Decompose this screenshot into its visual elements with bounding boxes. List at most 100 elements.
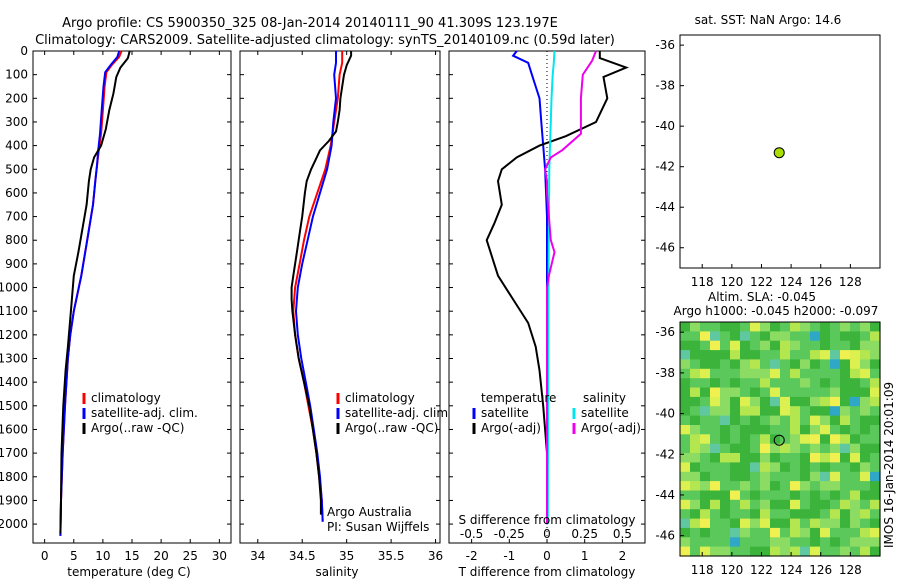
sla-heat-cell (720, 322, 731, 332)
sla-heat-cell (870, 462, 881, 473)
sla-heat-cell (860, 359, 871, 370)
sla-heat-cell (680, 378, 691, 389)
s-difference-xlabel: S difference from climatology (459, 513, 636, 527)
sla-heat-cell (830, 499, 841, 510)
sst-y-tick-label: -46 (655, 241, 675, 255)
sla-heat-cell (780, 537, 791, 548)
sst-x-tick-label: 128 (839, 275, 862, 289)
sla-heat-cell (850, 322, 861, 332)
temperature-x-tick-label: 10 (95, 549, 110, 563)
diff-legend-sal-header: salinity (583, 391, 626, 405)
sst-title: sat. SST: NaN Argo: 14.6 (695, 13, 842, 27)
sla-heat-cell (680, 434, 691, 445)
sla-heat-cell (860, 518, 871, 529)
sla-heat-cell (710, 434, 721, 445)
sla-heat-cell (740, 359, 751, 370)
sla-heat-cell (760, 359, 771, 370)
sla-heat-cell (870, 378, 881, 389)
s-difference-tick-label: -0.25 (494, 527, 525, 541)
sla-heat-cell (800, 350, 811, 361)
sla-heat-cell (800, 359, 811, 370)
sla-heat-cell (830, 527, 841, 538)
sla-heat-cell (820, 350, 831, 361)
sla-heat-cell (740, 387, 751, 398)
sla-location-marker (773, 434, 785, 446)
sla-x-tick-label: 124 (780, 563, 803, 577)
sla-heat-cell (700, 434, 711, 445)
sla-heat-cell (730, 453, 741, 463)
sla-heat-cell (680, 359, 691, 370)
sla-heat-cell (730, 368, 741, 379)
sla-heat-cell (770, 425, 781, 435)
sla-heat-cell (820, 387, 831, 398)
sla-heat-cell (800, 490, 811, 501)
sla-heat-cell (780, 481, 791, 492)
sla-heat-cell (690, 350, 701, 361)
sla-heat-cell (690, 368, 701, 379)
sla-heat-cell (800, 406, 811, 417)
sla-heat-cell (830, 537, 841, 548)
sla-heat-cell (850, 340, 861, 351)
sla-heat-cell (780, 453, 791, 463)
sla-heat-cell (820, 434, 831, 445)
sla-heat-cell (870, 453, 881, 463)
sst-x-tick-label: 124 (780, 275, 803, 289)
sla-heat-cell (840, 425, 851, 435)
sla-heat-cell (790, 378, 801, 389)
sla-heat-cell (840, 518, 851, 529)
difference-x-tick-label: 0 (543, 549, 551, 563)
sla-heat-cell (730, 396, 741, 407)
sla-heat-cell (750, 425, 761, 435)
sla-heat-cell (690, 471, 701, 482)
sla-heat-cell (840, 471, 851, 482)
sla-heat-cell (750, 368, 761, 379)
sla-heat-cell (850, 443, 861, 454)
sla-heat-cell (810, 443, 821, 454)
sla-heat-cell (730, 537, 741, 548)
sla-heat-cell (720, 359, 731, 370)
sla-heat-cell (720, 462, 731, 473)
sla-heat-cell (810, 396, 821, 407)
sla-heat-cell (700, 462, 711, 473)
sla-heat-cell (800, 471, 811, 482)
sla-heat-cell (690, 490, 701, 501)
diff-legend-temp-header: temperature (481, 391, 556, 405)
sla-heat-cell (800, 537, 811, 548)
sla-heat-cell (780, 434, 791, 445)
sst-x-tick-label: 120 (720, 275, 743, 289)
sla-heat-cell (820, 443, 831, 454)
sla-heat-cell (860, 415, 871, 426)
sla-heat-cell (830, 350, 841, 361)
sla-heat-cell (680, 453, 691, 463)
sla-heat-cell (830, 387, 841, 398)
sla-heat-cell (730, 331, 741, 342)
sla-heat-cell (750, 499, 761, 510)
sla-heat-cell (680, 443, 691, 454)
temperature-y-tick-label: 1900 (0, 493, 28, 507)
sla-heat-cell (830, 322, 841, 332)
sla-heat-cell (740, 406, 751, 417)
sla-heat-cell (840, 368, 851, 379)
sla-heat-cell (760, 387, 771, 398)
sla-heat-cell (710, 378, 721, 389)
temperature-y-tick-label: 1500 (0, 399, 28, 413)
sla-heat-cell (850, 518, 861, 529)
sla-heat-cell (700, 387, 711, 398)
sla-heat-cell (690, 340, 701, 351)
sla-heat-cell (870, 359, 881, 370)
sla-heat-cell (760, 340, 771, 351)
t-difference-xlabel: T difference from climatology (458, 565, 636, 579)
sla-heat-cell (830, 453, 841, 463)
sla-heat-cell (720, 481, 731, 492)
sla-heat-cell (830, 490, 841, 501)
sla-heat-cell (870, 434, 881, 445)
sst-y-tick-label: -38 (655, 79, 675, 93)
sla-heat-cell (830, 340, 841, 351)
sla-heat-cell (800, 499, 811, 510)
sla-heat-cell (710, 546, 721, 557)
sla-heat-cell (820, 481, 831, 492)
temperature-y-tick-label: 2000 (0, 517, 28, 531)
sla-heat-cell (800, 425, 811, 435)
sla-heat-cell (740, 331, 751, 342)
sla-heat-cell (750, 462, 761, 473)
